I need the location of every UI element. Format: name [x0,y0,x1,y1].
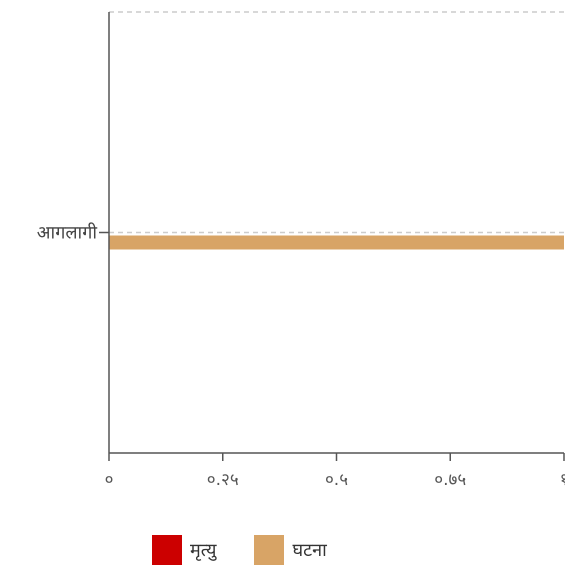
legend: मृत्यु घटना [152,535,365,565]
legend-swatch-deaths [152,535,182,565]
bars [109,235,564,250]
legend-item-deaths[interactable]: मृत्यु [152,535,216,565]
legend-label-deaths: मृत्यु [190,540,217,561]
x-axis-ticks: ० ०.२५ ०.५ ०.७५ १ [105,453,565,490]
legend-item-incidents[interactable]: घटना [254,535,327,565]
x-tick-label-1: ०.२५ [207,470,239,490]
x-tick-label-4: १ [560,470,565,490]
legend-swatch-incidents [254,535,285,565]
y-axis-categories: आगलागी [37,222,109,244]
bar-chart: ० ०.२५ ०.५ ०.७५ १ आगलागी [37,11,565,490]
x-tick-label-2: ०.५ [325,470,348,490]
legend-label-incidents: घटना [292,540,327,561]
bar-घटना-आगलागी[interactable] [109,235,564,250]
x-tick-label-0: ० [105,470,114,490]
grid-lines [109,11,564,234]
x-tick-label-3: ०.७५ [434,470,466,490]
y-category-label-0: आगलागी [37,222,98,244]
